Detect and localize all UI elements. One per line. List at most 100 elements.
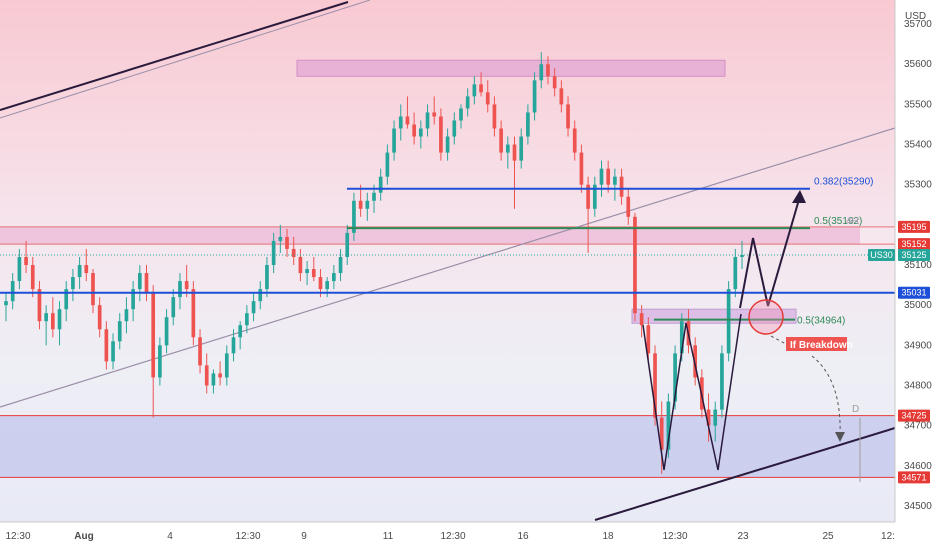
y-tick-label: 35700 bbox=[904, 19, 932, 30]
candle-body bbox=[218, 373, 222, 378]
retest-circle bbox=[748, 299, 784, 335]
y-tick-label: 35400 bbox=[904, 140, 932, 151]
candle-body bbox=[479, 84, 483, 93]
candle-body bbox=[332, 273, 336, 282]
candle-body bbox=[305, 269, 309, 274]
candle-body bbox=[57, 309, 62, 330]
candle-body bbox=[485, 92, 490, 105]
candle-body bbox=[298, 256, 303, 274]
x-tick-label: 12:30 bbox=[440, 531, 465, 542]
candle-body bbox=[579, 152, 584, 185]
candle-body bbox=[338, 256, 343, 274]
candle-body bbox=[258, 289, 263, 302]
candle-body bbox=[117, 321, 122, 342]
x-tick-label: 18 bbox=[602, 531, 614, 542]
breakdown-arrowhead bbox=[835, 432, 845, 442]
w-pattern-path bbox=[642, 313, 742, 471]
plot-area: 0.382(35290) 0.5(35192) 0.5(34964) 4H If Br… bbox=[0, 0, 895, 521]
x-tick-label: Aug bbox=[74, 531, 93, 542]
candle-body bbox=[559, 88, 564, 105]
x-tick-label: 25 bbox=[822, 531, 834, 542]
candle-body bbox=[4, 301, 8, 306]
breakdown-label: If Breakdown bbox=[790, 340, 853, 351]
candle-body bbox=[278, 236, 283, 241]
zone-layer bbox=[0, 59, 895, 478]
candle-body bbox=[706, 409, 711, 426]
candle-body bbox=[144, 273, 149, 294]
candle-body bbox=[50, 313, 55, 330]
candle-body bbox=[505, 144, 510, 153]
x-axis-ticks: 12:30 Aug 4 12:30 9 11 12:30 16 18 12:30 23 25 12: bbox=[5, 531, 894, 542]
projected-path-arrowhead bbox=[792, 190, 806, 203]
candle-body bbox=[325, 281, 330, 290]
candle-body bbox=[666, 401, 671, 450]
lower-trendline bbox=[594, 427, 895, 521]
candle-body bbox=[519, 136, 524, 161]
candle-body bbox=[499, 128, 503, 153]
candle-body bbox=[231, 337, 236, 354]
candle-body bbox=[24, 256, 28, 266]
candle-body bbox=[184, 281, 189, 290]
candle-body bbox=[291, 248, 296, 257]
price-badge-label: US30 bbox=[870, 250, 893, 260]
y-tick-label: 35300 bbox=[904, 180, 932, 191]
candle-body bbox=[211, 373, 216, 386]
price-badge bbox=[898, 471, 930, 484]
candle-body bbox=[164, 317, 169, 346]
y-axis-ticks: 35700 35600 35500 35400 35300 35100 35000 34900… bbox=[904, 19, 932, 512]
trendline-layer bbox=[0, 0, 895, 521]
candle-body bbox=[77, 265, 82, 278]
price-badge-label: 35031 bbox=[901, 288, 926, 298]
annotation-layer: 4H If Breakdown D bbox=[642, 190, 861, 482]
candle-body bbox=[586, 184, 590, 209]
mid-trendline bbox=[0, 127, 895, 408]
candle-body bbox=[679, 321, 684, 354]
candle-body bbox=[432, 112, 437, 117]
candle-body bbox=[352, 200, 356, 233]
candle-body bbox=[198, 337, 202, 366]
level-layer: 0.382(35290) 0.5(35192) 0.5(34964) bbox=[0, 177, 895, 327]
candle-body bbox=[245, 313, 249, 326]
y-tick-label: 34600 bbox=[904, 461, 932, 472]
candle-body bbox=[10, 281, 15, 302]
y-tick-label: 35000 bbox=[904, 300, 932, 311]
candle-body bbox=[84, 265, 89, 274]
candle-body bbox=[111, 341, 115, 362]
candle-body bbox=[552, 76, 557, 89]
candle-body bbox=[592, 184, 597, 209]
candle-body bbox=[733, 256, 738, 290]
y-tick-label: 35500 bbox=[904, 99, 932, 110]
candle-body bbox=[178, 281, 182, 298]
candle-body bbox=[418, 128, 423, 137]
candle-body bbox=[465, 96, 470, 109]
fib-05-upper-label: 0.5(35192) bbox=[814, 216, 862, 227]
candle-body bbox=[726, 289, 731, 354]
point-d-tag: D bbox=[852, 404, 859, 415]
candle-body bbox=[104, 329, 109, 362]
breakdown-badge bbox=[786, 337, 847, 351]
x-tick-label: 4 bbox=[167, 531, 173, 542]
upper-channel-line bbox=[0, 1, 349, 111]
candle-body bbox=[372, 192, 376, 201]
candle-body bbox=[238, 325, 243, 338]
candle-body bbox=[271, 240, 276, 266]
price-axis[interactable] bbox=[895, 0, 932, 550]
candle-body bbox=[365, 200, 370, 209]
y-tick-label: 34700 bbox=[904, 421, 932, 432]
price-badge-label: 34725 bbox=[901, 411, 926, 421]
candle-body bbox=[398, 116, 403, 129]
top-supply-zone bbox=[296, 59, 726, 77]
candle-body bbox=[452, 120, 457, 137]
candle-body bbox=[345, 232, 350, 257]
timeframe-tag: 4H bbox=[846, 216, 859, 227]
time-axis[interactable] bbox=[0, 522, 895, 550]
candle-body bbox=[526, 112, 530, 137]
candle-body bbox=[158, 345, 162, 378]
x-tick-label: 23 bbox=[737, 531, 749, 542]
candle-body bbox=[385, 152, 390, 177]
y-tick-label: 34500 bbox=[904, 501, 932, 512]
candle-body bbox=[17, 256, 22, 282]
price-badge bbox=[898, 220, 930, 233]
